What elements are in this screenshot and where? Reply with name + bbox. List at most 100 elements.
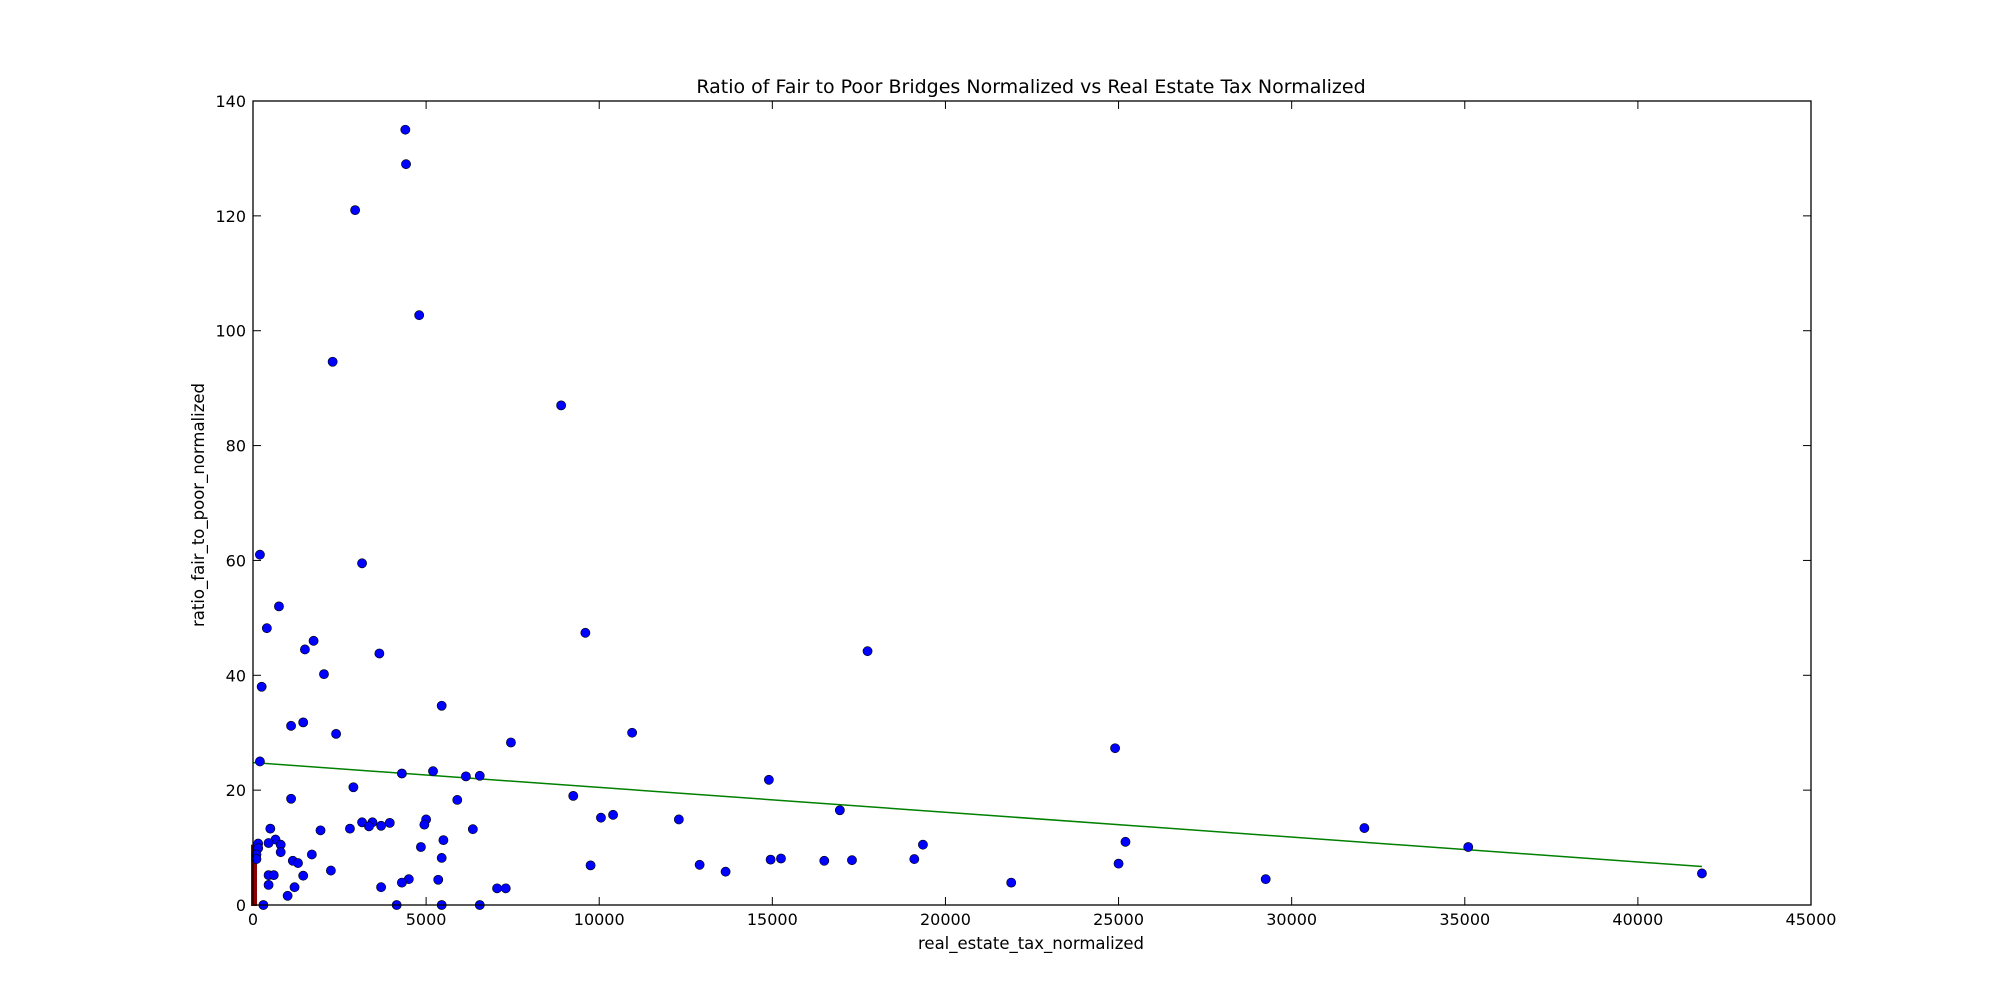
data-point [1006, 877, 1017, 888]
data-point [357, 558, 367, 569]
data-point [819, 855, 830, 866]
data-point [461, 771, 471, 782]
data-point [255, 549, 265, 560]
data-point [474, 770, 485, 781]
y-tick-label: 140 [215, 92, 246, 111]
data-point [306, 849, 317, 860]
data-point [1110, 743, 1120, 754]
chart-title: Ratio of Fair to Poor Bridges Normalized… [696, 76, 1365, 98]
data-point [261, 623, 272, 634]
data-point [263, 838, 274, 848]
y-tick-label: 60 [226, 551, 246, 570]
x-tick-label: 25000 [1093, 910, 1144, 929]
data-point [289, 882, 300, 893]
data-point [350, 205, 361, 216]
data-point [255, 756, 265, 767]
data-point [847, 855, 857, 866]
data-point [1120, 836, 1131, 847]
data-point [673, 814, 684, 825]
data-point [286, 793, 296, 804]
data-point [1697, 868, 1707, 879]
x-tick-label: 35000 [1439, 910, 1490, 929]
x-tick-label: 0 [248, 910, 258, 929]
x-tick-label: 45000 [1786, 910, 1837, 929]
x-tick-label: 10000 [574, 910, 625, 929]
data-point [364, 821, 374, 832]
data-point [596, 812, 606, 823]
y-tick-label: 100 [215, 322, 246, 341]
data-point [585, 860, 596, 871]
data-point [909, 854, 920, 864]
data-point [416, 842, 426, 852]
data-point [1359, 823, 1370, 833]
data-point [325, 865, 336, 876]
data-point [376, 820, 387, 831]
data-point [396, 768, 407, 779]
data-point [627, 727, 638, 738]
data-point [256, 681, 267, 692]
data-point [1113, 858, 1124, 869]
data-point [327, 356, 338, 367]
data-point [374, 648, 385, 659]
data-point [776, 853, 786, 864]
data-point [506, 737, 516, 748]
x-axis-label: real_estate_tax_normalized [918, 934, 1144, 954]
data-point [608, 809, 618, 820]
data-point [345, 823, 355, 834]
trend-line [252, 761, 1702, 868]
data-point [400, 124, 411, 135]
data-point [384, 817, 395, 828]
data-point [298, 870, 309, 881]
data-point [467, 824, 478, 835]
data-point [414, 310, 425, 321]
data-point [765, 854, 776, 865]
data-point [348, 782, 359, 793]
data-point [265, 823, 276, 834]
y-axis-label: ratio_fair_to_poor_normalized [189, 383, 209, 627]
y-tick-label: 0 [236, 896, 246, 915]
y-tick-label: 120 [215, 207, 246, 226]
data-point [268, 870, 279, 881]
y-tick-label: 40 [226, 666, 246, 685]
x-tick-label: 15000 [747, 910, 798, 929]
data-point [293, 858, 303, 868]
data-point [492, 883, 502, 894]
plot-area: 0 5000 10000 15000 20000 25000 30000 35000 40000… [215, 92, 1836, 929]
data-point [452, 795, 463, 805]
data-point [263, 880, 274, 890]
data-point [428, 766, 438, 777]
data-point [556, 400, 567, 411]
data-point [862, 646, 873, 657]
x-tick-label: 30000 [1266, 910, 1317, 929]
data-point [918, 839, 928, 850]
data-point [763, 774, 774, 785]
data-point [500, 883, 511, 894]
data-point [436, 853, 447, 863]
data-point [720, 866, 731, 877]
x-tick-label: 5000 [406, 910, 447, 929]
data-point [251, 854, 262, 864]
data-point [319, 669, 329, 680]
data-point [568, 790, 579, 801]
data-point [694, 859, 705, 870]
data-point [286, 720, 296, 731]
y-tick-label: 80 [226, 437, 246, 456]
data-point [300, 644, 310, 655]
data-point [419, 819, 430, 830]
data-point [1463, 842, 1474, 852]
data-point [274, 601, 284, 612]
x-tick-label: 40000 [1612, 910, 1663, 929]
low-value-cluster [251, 844, 257, 906]
data-point [580, 627, 591, 638]
data-point [282, 890, 293, 901]
data-point [298, 717, 309, 728]
data-point [308, 635, 319, 646]
plot-frame [252, 100, 1812, 906]
data-point [315, 825, 326, 836]
data-point [396, 877, 407, 888]
data-point [275, 847, 286, 858]
data-point [433, 874, 444, 885]
data-point [436, 700, 447, 711]
